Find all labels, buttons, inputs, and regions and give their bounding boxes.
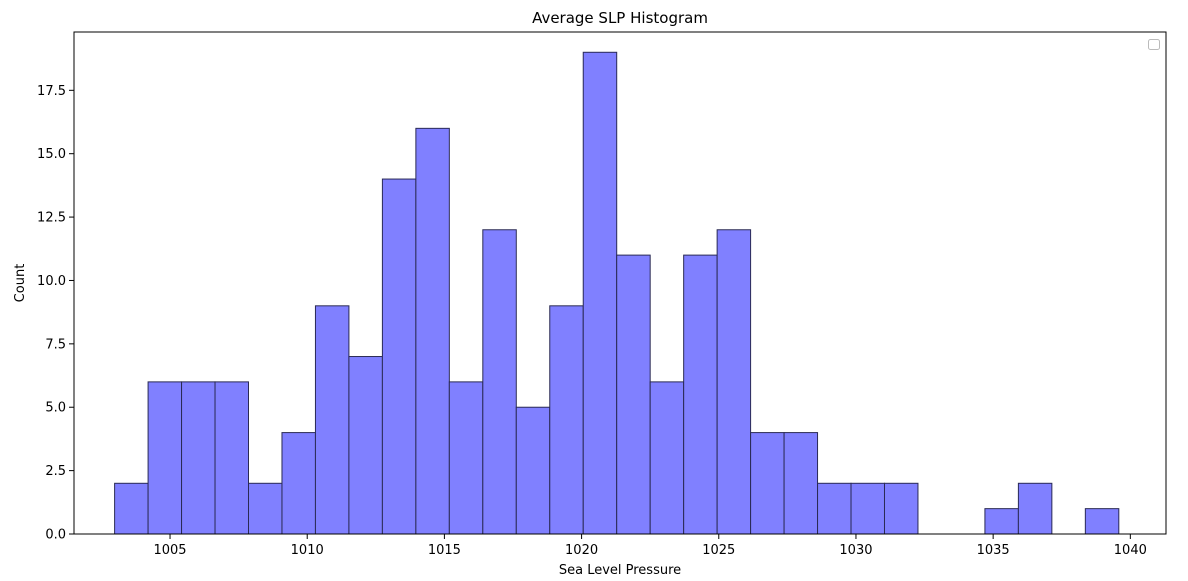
histogram-bar	[850, 482, 885, 535]
plot-frame	[73, 31, 1167, 535]
histogram-bar	[783, 432, 819, 535]
histogram-bar	[716, 229, 752, 535]
x-tick-label: 1040	[1114, 543, 1147, 558]
histogram-bar	[214, 381, 250, 535]
x-axis-ticks: 1005 1010 1015 1020 1025 1030 1035 1040	[153, 534, 1147, 558]
x-tick-label: 1030	[839, 543, 872, 558]
histogram-bar	[683, 254, 718, 535]
y-axis-ticks: 0.0 2.5 5.0 7.5 10.0 12.5 15.0 17.5	[37, 84, 74, 543]
histogram-bar	[1084, 508, 1120, 535]
histogram-bar	[582, 51, 618, 535]
histogram-bar	[181, 381, 216, 535]
x-tick-label: 1010	[291, 543, 324, 558]
histogram-bar	[750, 432, 785, 535]
histogram-bar	[616, 254, 651, 535]
histogram-bar	[515, 406, 551, 535]
y-tick-label: 10.0	[37, 274, 66, 289]
bars-group	[114, 51, 1120, 535]
y-tick-label: 15.0	[37, 147, 66, 162]
histogram-bar	[348, 356, 383, 535]
y-tick-label: 2.5	[45, 464, 66, 479]
histogram-bar	[817, 482, 852, 535]
x-tick-label: 1035	[977, 543, 1010, 558]
y-tick-label: 0.0	[45, 528, 66, 543]
y-tick-label: 7.5	[45, 337, 66, 352]
x-tick-label: 1020	[565, 543, 598, 558]
y-tick-label: 12.5	[37, 211, 66, 226]
x-axis-label: Sea Level Pressure	[559, 563, 681, 578]
histogram-bar	[114, 482, 149, 535]
chart-title: Average SLP Histogram	[532, 9, 708, 27]
x-tick-label: 1005	[153, 543, 186, 558]
histogram-bar	[549, 305, 584, 535]
histogram-bar	[649, 381, 685, 535]
histogram-bar	[448, 381, 484, 535]
x-tick-label: 1025	[702, 543, 735, 558]
histogram-bar	[984, 508, 1019, 535]
histogram-bar	[281, 432, 316, 535]
histogram-bar	[147, 381, 183, 535]
histogram-bar	[381, 178, 417, 535]
legend-box	[1148, 39, 1160, 50]
histogram-bar	[482, 229, 517, 535]
histogram-bar	[883, 482, 919, 535]
histogram-bar	[415, 127, 450, 535]
histogram-bar	[248, 482, 283, 535]
histogram-bar	[314, 305, 350, 535]
y-tick-label: 17.5	[37, 84, 66, 99]
y-tick-label: 5.0	[45, 401, 66, 416]
y-axis-label: Count	[13, 264, 28, 303]
x-tick-label: 1015	[428, 543, 461, 558]
histogram-bar	[1017, 482, 1053, 535]
